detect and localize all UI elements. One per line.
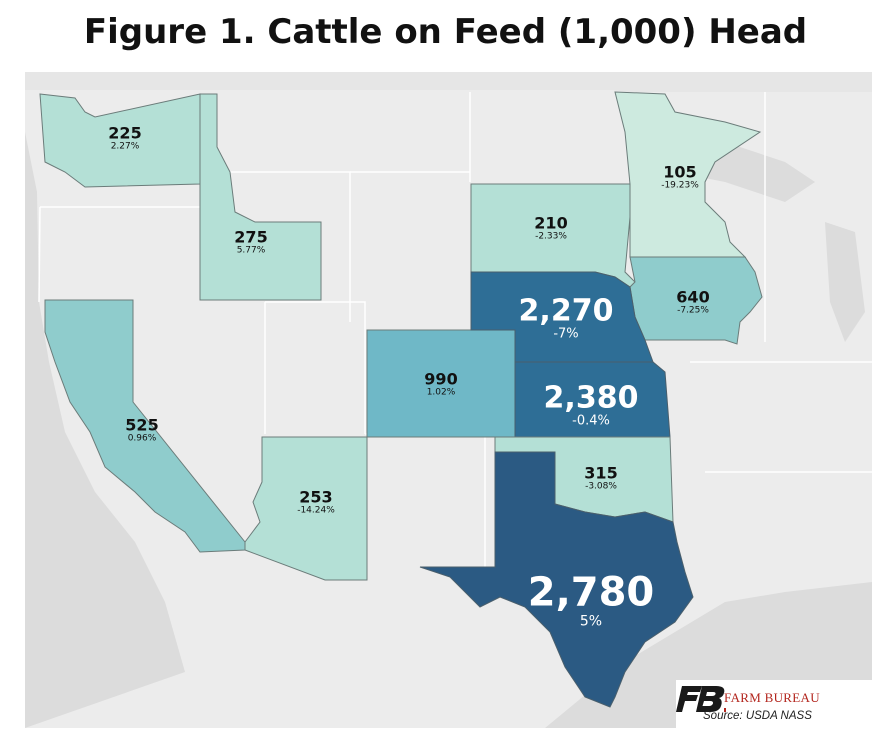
state-nebraska — [470, 271, 654, 363]
pacific-ocean — [25, 132, 185, 728]
label-kansas: 2,380 -0.4% — [544, 381, 639, 428]
pct-kansas: -0.4% — [572, 413, 610, 429]
label-minnesota: 105 -19.23% — [661, 163, 699, 190]
source-note: Source: USDA NASS — [703, 710, 812, 722]
label-nebraska: 2,270 -7% — [519, 294, 614, 341]
label-south-dakota: 210 -2.33% — [534, 214, 567, 241]
label-idaho: 275 5.77% — [234, 228, 267, 255]
farm-bureau-name: FARM BUREAU — [724, 690, 820, 705]
state-kansas — [514, 361, 671, 438]
value-south-dakota: 210 — [534, 213, 568, 233]
value-kansas: 2,380 — [543, 380, 639, 416]
map-title: Figure 1. Cattle on Feed (1,000) Head — [83, 12, 808, 52]
label-oklahoma: 315 -3.08% — [584, 464, 617, 491]
value-oklahoma: 315 — [584, 463, 618, 483]
farm-bureau-logo — [676, 680, 872, 728]
pct-washington: 2.27% — [110, 140, 140, 151]
pct-idaho: 5.77% — [236, 244, 266, 255]
label-arizona: 253 -14.24% — [297, 488, 335, 515]
lake-michigan — [825, 222, 865, 342]
label-washington: 225 2.27% — [108, 124, 141, 151]
value-nebraska: 2,270 — [518, 293, 614, 329]
value-texas: 2,780 — [527, 569, 655, 616]
value-iowa: 640 — [676, 287, 710, 307]
pct-iowa: -7.25% — [677, 304, 709, 315]
value-idaho: 275 — [234, 227, 268, 247]
value-california: 525 — [125, 415, 159, 435]
canada-land — [25, 72, 872, 92]
state-california — [44, 299, 246, 553]
state-minnesota — [614, 91, 762, 258]
state-idaho — [199, 93, 322, 301]
pct-colorado: 1.02% — [426, 386, 456, 397]
state-arizona — [244, 436, 368, 581]
fb-logo-mark-icon — [676, 686, 726, 712]
pct-oklahoma: -3.08% — [585, 480, 617, 491]
pct-arizona: -14.24% — [297, 504, 335, 515]
pct-nebraska: -7% — [553, 326, 579, 342]
state-texas — [419, 451, 694, 708]
label-texas: 2,780 5% — [528, 570, 655, 629]
value-colorado: 990 — [424, 369, 458, 389]
pct-texas: 5% — [579, 613, 603, 630]
value-minnesota: 105 — [663, 162, 697, 182]
label-iowa: 640 -7.25% — [676, 288, 709, 315]
pct-minnesota: -19.23% — [661, 179, 699, 190]
pct-south-dakota: -2.33% — [535, 230, 567, 241]
value-washington: 225 — [108, 123, 142, 143]
pct-california: 0.96% — [127, 432, 157, 443]
label-california: 525 0.96% — [125, 416, 158, 443]
label-colorado: 990 1.02% — [424, 370, 457, 397]
value-arizona: 253 — [299, 487, 333, 507]
us-west-map — [25, 72, 872, 728]
other-state-borders — [38, 92, 872, 572]
